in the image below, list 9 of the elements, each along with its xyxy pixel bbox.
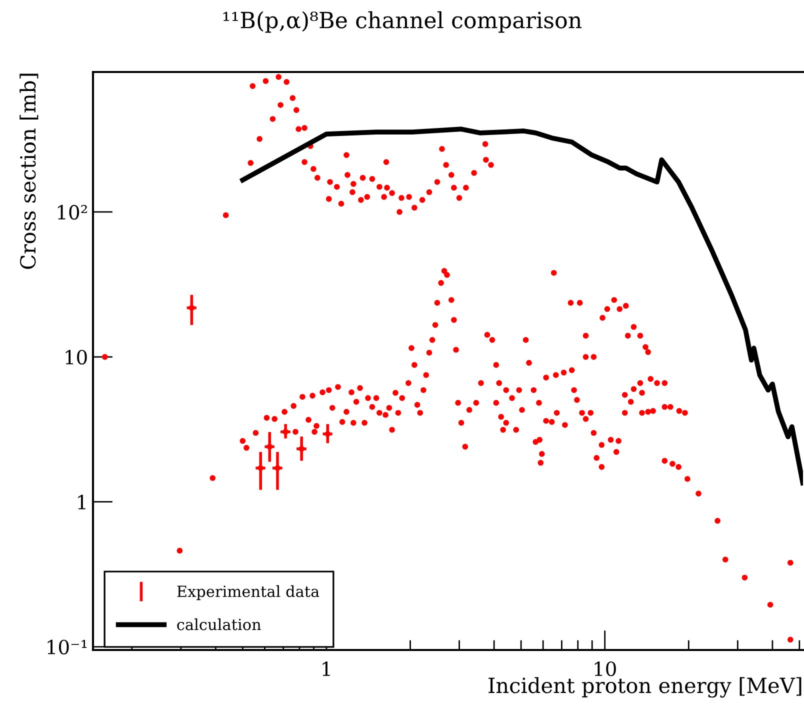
legend-label: calculation <box>177 618 261 630</box>
chart-title: ¹¹B(p,α)⁸Be channel comparison <box>223 11 582 33</box>
y-tick-label: 10² <box>58 204 87 220</box>
x-axis-title: Incident proton energy [MeV] <box>488 677 802 698</box>
y-axis-title: Cross section [mb] <box>20 74 38 269</box>
legend-label: Experimental data <box>177 585 320 600</box>
y-tick-label: 10⁻¹ <box>48 640 87 654</box>
y-tick-label: 1 <box>78 494 86 510</box>
y-tick-label: 10 <box>66 350 87 365</box>
